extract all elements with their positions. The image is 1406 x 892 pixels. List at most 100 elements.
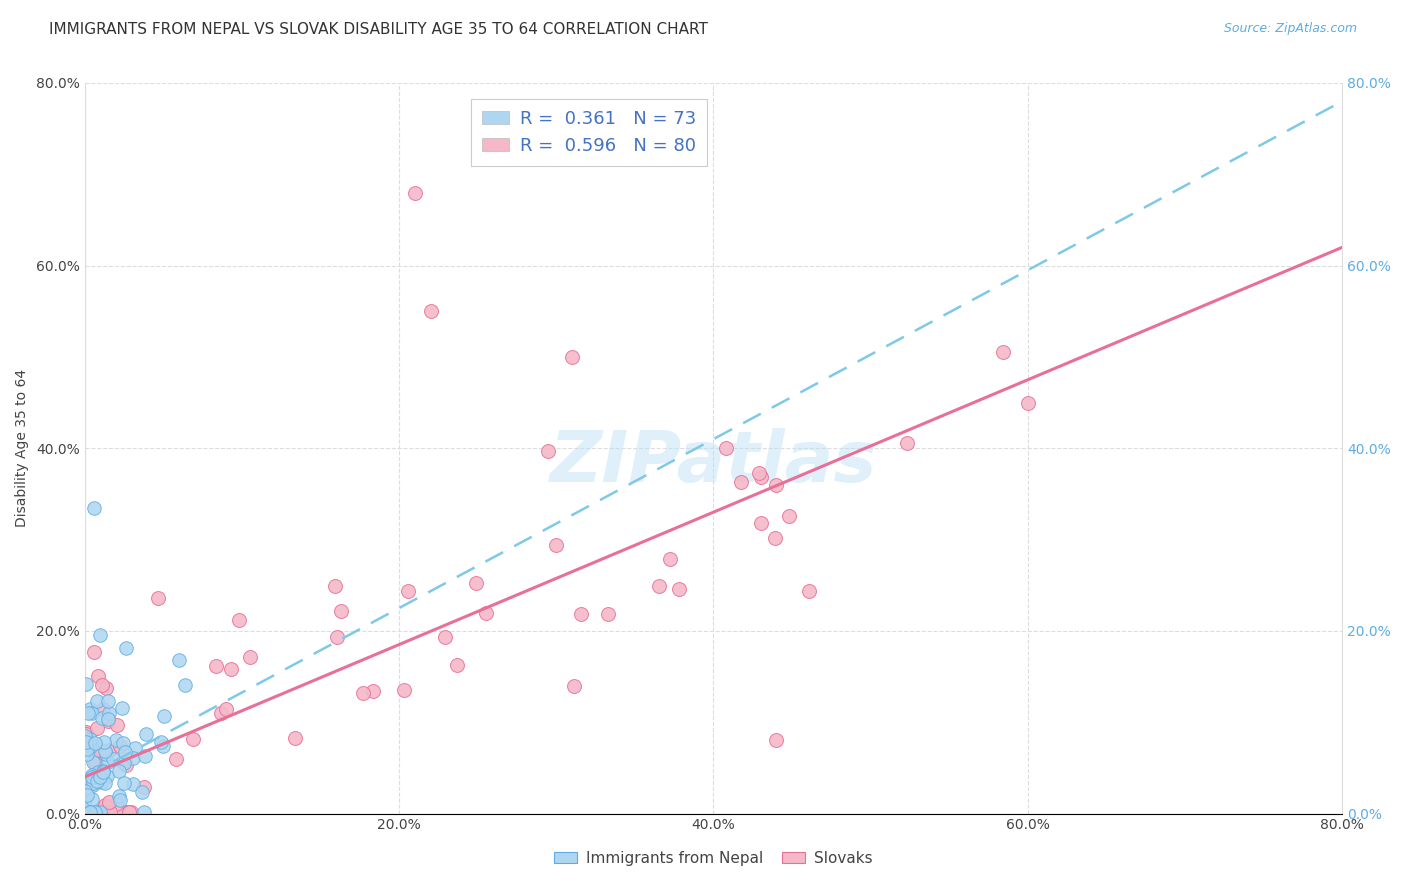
Point [146, 591, 169, 606]
Point [797, 584, 820, 599]
Point [546, 538, 568, 552]
Point [152, 739, 174, 753]
Point [131, 785, 153, 799]
Point [446, 657, 468, 672]
Point [679, 149, 702, 163]
Point [896, 436, 918, 450]
Point [80, 770, 103, 784]
Point [149, 735, 172, 749]
Point [97, 743, 120, 757]
Text: ZIPatlas: ZIPatlas [550, 428, 877, 498]
Point [105, 805, 128, 819]
Point [1017, 395, 1039, 409]
Point [111, 736, 134, 750]
Point [124, 740, 146, 755]
Point [396, 584, 419, 599]
Point [433, 630, 456, 644]
Point [83, 500, 105, 515]
Point [181, 731, 204, 746]
Point [86, 669, 108, 683]
Point [94, 681, 117, 695]
Point [352, 686, 374, 700]
Point [596, 607, 619, 621]
Point [108, 764, 131, 779]
Point [419, 304, 441, 318]
Y-axis label: Disability Age 35 to 64: Disability Age 35 to 64 [15, 369, 30, 527]
Point [79, 805, 101, 819]
Point [96, 747, 118, 761]
Point [93, 801, 115, 815]
Point [173, 678, 195, 692]
Point [134, 780, 156, 795]
Point [83, 805, 105, 819]
Point [132, 805, 155, 819]
Point [101, 752, 124, 766]
Point [89, 770, 111, 784]
Point [79, 732, 101, 747]
Point [329, 604, 352, 618]
Point [112, 776, 135, 790]
Point [91, 702, 114, 716]
Point [75, 725, 97, 739]
Point [89, 627, 111, 641]
Point [94, 744, 117, 758]
Point [91, 765, 114, 780]
Point [114, 640, 136, 655]
Point [75, 784, 97, 798]
Legend: R =  0.361   N = 73, R =  0.596   N = 80: R = 0.361 N = 73, R = 0.596 N = 80 [471, 99, 707, 166]
Point [714, 441, 737, 455]
Point [87, 765, 110, 780]
Point [75, 727, 97, 741]
Point [90, 775, 112, 789]
Point [659, 552, 682, 566]
Point [392, 682, 415, 697]
Point [87, 805, 110, 819]
Point [993, 344, 1015, 359]
Point [749, 516, 772, 531]
Point [205, 658, 228, 673]
Point [80, 805, 103, 819]
Point [83, 645, 105, 659]
Point [465, 575, 488, 590]
Point [749, 470, 772, 484]
Point [98, 805, 121, 819]
Point [86, 755, 108, 769]
Point [219, 662, 242, 676]
Point [77, 805, 100, 819]
Point [105, 732, 128, 747]
Point [108, 789, 131, 803]
Point [120, 805, 142, 819]
Point [135, 727, 157, 741]
Point [76, 742, 98, 756]
Point [104, 797, 127, 812]
Point [84, 736, 107, 750]
Point [475, 606, 498, 620]
Point [730, 475, 752, 489]
Point [647, 579, 669, 593]
Point [79, 739, 101, 754]
Point [75, 793, 97, 807]
Point [748, 467, 770, 481]
Point [91, 678, 114, 692]
Point [537, 444, 560, 458]
Point [118, 805, 141, 819]
Point [97, 795, 120, 809]
Point [97, 706, 120, 721]
Point [91, 764, 114, 779]
Point [115, 805, 138, 819]
Point [82, 776, 104, 790]
Point [765, 733, 787, 747]
Point [82, 706, 104, 720]
Point [94, 776, 117, 790]
Point [765, 477, 787, 491]
Point [83, 756, 105, 770]
Point [97, 693, 120, 707]
Point [97, 713, 120, 727]
Point [77, 735, 100, 749]
Point [86, 774, 108, 789]
Point [108, 739, 131, 753]
Point [79, 702, 101, 716]
Point [76, 747, 98, 761]
Point [87, 743, 110, 757]
Point [90, 711, 112, 725]
